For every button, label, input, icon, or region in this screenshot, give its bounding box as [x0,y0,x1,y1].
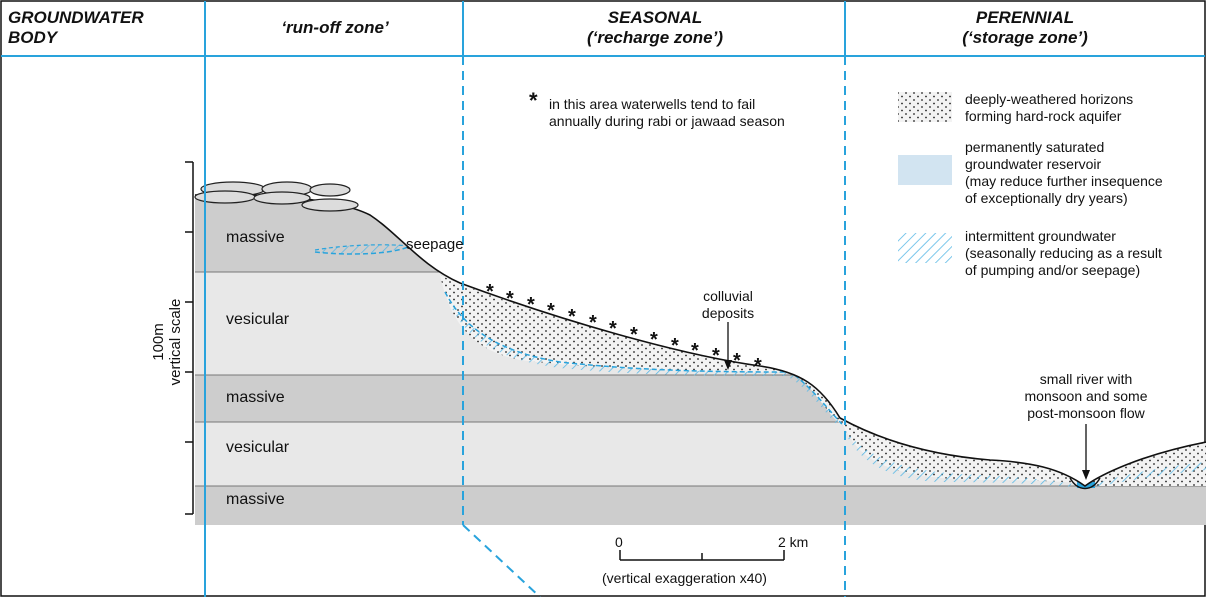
header-perennial: PERENNIAL (‘storage zone’) [962,8,1088,47]
river-arrowhead [1082,470,1090,480]
vertical-scale-bar [185,161,194,515]
well-star: * [712,345,720,367]
well-star: * [671,335,679,357]
intermittent-slope [445,292,842,426]
river-channel [1069,477,1101,490]
label-colluvial: colluvial deposits [701,288,755,321]
well-star: * [486,281,494,303]
header-seasonal: SEASONAL (‘recharge zone’) [586,8,724,47]
legend-swatch-aquifer-dots [898,92,952,122]
wells-note: in this area waterwells tend to fail ann… [549,96,785,129]
well-star: * [527,294,535,316]
well-star: * [609,318,617,340]
layer-massive-bottom [195,486,1206,525]
legend-text-aquifer: deeply-weathered horizons forming hard-r… [965,91,1134,124]
well-star: * [506,288,514,310]
intermittent-lowland [842,425,1206,488]
well-star: * [733,350,741,372]
intermittent-slope-line [444,291,843,425]
km-scale-bar [619,550,785,561]
well-star: * [589,312,597,334]
legend-swatch-intermittent [898,233,952,263]
label-vesicular-upper: vesicular [226,311,290,328]
label-seepage: seepage [406,236,464,253]
legend-text-intermittent: intermittent groundwater (seasonally red… [965,228,1162,278]
failing-wells-stars: * * * * * * * * * * * * * * [486,281,762,377]
well-star: * [547,300,555,322]
ground-surface [194,193,1206,487]
label-km-end: 2 km [778,534,809,550]
label-river: small river with monsoon and some post-m… [1024,371,1148,421]
label-massive-bottom: massive [226,491,285,508]
header-groundwater-body: GROUNDWATER BODY [8,8,144,47]
seepage-lens-outline [314,244,411,251]
well-star: * [650,329,658,351]
seepage-lens-outline [314,245,411,255]
header-runoff-zone: ‘run-off zone’ [281,18,389,37]
weathered-aquifer-lowland-dots [840,418,1206,486]
label-vesicular-lower: vesicular [226,439,290,456]
well-star: * [691,340,699,362]
label-exaggeration: (vertical exaggeration x40) [602,570,767,586]
legend-text-reservoir: permanently saturated groundwater reserv… [965,139,1163,206]
legend-swatch-reservoir [898,155,952,185]
well-star: * [630,324,638,346]
well-star: * [754,355,762,377]
boulders [194,181,359,212]
wells-note-star: * [529,88,538,113]
label-massive-top: massive [226,229,285,246]
label-km-start: 0 [615,534,623,550]
zone-line-seasonal-skew [462,524,541,597]
well-star: * [568,306,576,328]
label-massive-middle: massive [226,389,285,406]
label-vertical-scale: 100m vertical scale [150,298,184,386]
weathered-aquifer-slope-dots [440,275,842,424]
colluvial-arrowhead [724,360,732,370]
